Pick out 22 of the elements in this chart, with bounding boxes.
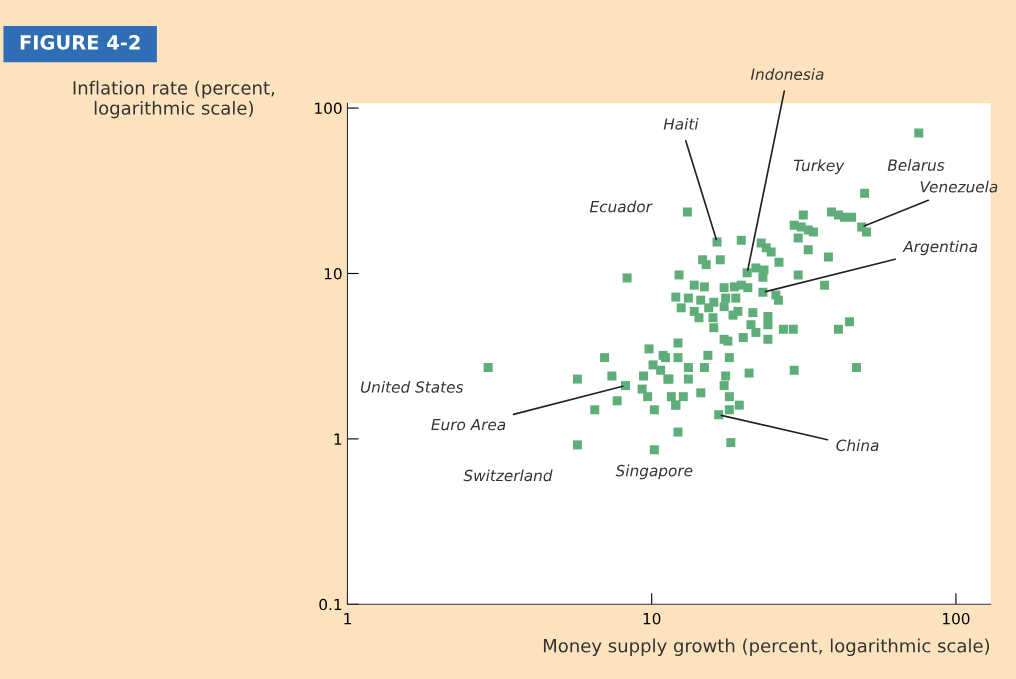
y-axis-title: Inflation rate (percent, logarithmic scale) bbox=[73, 80, 274, 119]
x-tick-label: 10 bbox=[643, 612, 661, 625]
annotation: United States bbox=[360, 380, 464, 393]
annotation: Haiti bbox=[663, 117, 699, 130]
y-tick-label: 10 bbox=[324, 267, 342, 280]
x-tick-label: 100 bbox=[943, 612, 970, 625]
annotation: Belarus bbox=[887, 159, 945, 171]
x-axis-title: Money supply growth (percent, logarithmic scale) bbox=[543, 638, 990, 657]
annotation: Switzerland bbox=[463, 469, 553, 482]
y-tick-label: 100 bbox=[315, 102, 342, 115]
annotation: Argentina bbox=[902, 240, 978, 256]
y-tick-label: 0.1 bbox=[319, 598, 342, 611]
annotation: Turkey bbox=[793, 159, 845, 175]
annotation: Indonesia bbox=[750, 68, 824, 80]
annotation: China bbox=[836, 439, 879, 452]
annotation: Singapore bbox=[615, 464, 693, 480]
text: FIGURE 4-2 bbox=[20, 35, 140, 50]
annotation: Venezuela bbox=[920, 180, 998, 193]
annotation: Ecuador bbox=[589, 200, 653, 213]
y-tick-label: 1 bbox=[334, 433, 342, 445]
annotation: Euro Area bbox=[431, 418, 506, 431]
x-tick-label: 1 bbox=[344, 613, 351, 625]
